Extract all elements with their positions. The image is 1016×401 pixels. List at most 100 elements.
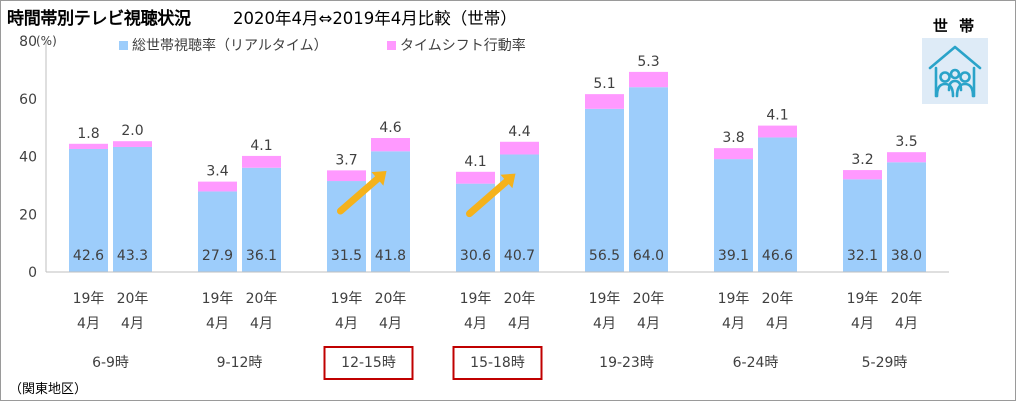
x-year-label: 20年 bbox=[762, 291, 794, 307]
x-month-label: 4月 bbox=[379, 316, 402, 332]
data-label-realtime: 41.8 bbox=[375, 248, 406, 264]
growth-arrow-shaft bbox=[466, 178, 510, 218]
data-label-realtime: 31.5 bbox=[331, 248, 362, 264]
x-month-label: 4月 bbox=[250, 316, 273, 332]
x-group-label: 19-23時 bbox=[599, 355, 654, 371]
data-label-realtime: 46.6 bbox=[762, 248, 793, 264]
data-label-timeshift: 4.1 bbox=[766, 108, 788, 124]
bar-timeshift bbox=[242, 155, 281, 168]
data-label-realtime: 43.3 bbox=[117, 248, 148, 264]
household-people-icon bbox=[922, 38, 988, 104]
x-group-label: 9-12時 bbox=[217, 355, 263, 371]
x-month-label: 4月 bbox=[593, 316, 616, 332]
bar-timeshift bbox=[500, 141, 539, 155]
data-label-timeshift: 4.1 bbox=[250, 138, 272, 154]
bar-timeshift bbox=[887, 152, 926, 163]
y-tick-label: 60 bbox=[19, 92, 37, 108]
data-label-timeshift: 5.1 bbox=[593, 76, 615, 92]
bar-timeshift bbox=[714, 148, 753, 160]
data-label-timeshift: 4.6 bbox=[379, 120, 401, 136]
bar-timeshift bbox=[69, 143, 108, 149]
household-badge-label: 世 帯 bbox=[932, 17, 978, 35]
bar-realtime bbox=[69, 148, 108, 272]
data-label-realtime: 38.0 bbox=[891, 248, 922, 264]
legend-label: タイムシフト行動率 bbox=[400, 37, 526, 54]
x-month-label: 4月 bbox=[851, 316, 874, 332]
bar-realtime bbox=[887, 162, 926, 272]
bar-timeshift bbox=[843, 170, 882, 180]
data-label-timeshift: 3.4 bbox=[206, 164, 228, 180]
x-year-label: 20年 bbox=[633, 291, 665, 307]
x-month-label: 4月 bbox=[508, 316, 531, 332]
x-year-label: 20年 bbox=[891, 291, 923, 307]
bar-timeshift bbox=[585, 94, 624, 109]
data-label-realtime: 27.9 bbox=[202, 248, 233, 264]
bar-timeshift bbox=[456, 171, 495, 184]
bar-realtime bbox=[714, 159, 753, 272]
x-year-label: 20年 bbox=[504, 291, 536, 307]
legend-swatch bbox=[119, 41, 128, 50]
data-label-realtime: 30.6 bbox=[460, 248, 491, 264]
growth-arrow-head bbox=[371, 171, 387, 186]
bar-realtime bbox=[371, 151, 410, 272]
bar-timeshift bbox=[327, 170, 366, 182]
growth-arrow-head bbox=[500, 173, 516, 189]
x-year-label: 19年 bbox=[589, 291, 621, 307]
bar-realtime bbox=[113, 146, 152, 272]
x-month-label: 4月 bbox=[766, 316, 789, 332]
bar-realtime bbox=[758, 137, 797, 272]
chart-title: 時間帯別テレビ視聴状況 bbox=[7, 9, 191, 29]
data-label-realtime: 64.0 bbox=[633, 248, 664, 264]
x-group-label: 15-18時 bbox=[470, 355, 525, 371]
x-year-label: 19年 bbox=[202, 291, 234, 307]
x-group-label: 5-29時 bbox=[862, 355, 908, 371]
x-group-label: 6-9時 bbox=[92, 355, 129, 371]
x-year-label: 20年 bbox=[246, 291, 278, 307]
bar-timeshift bbox=[113, 141, 152, 147]
growth-arrow-shaft bbox=[337, 175, 381, 215]
highlight-box bbox=[323, 346, 414, 380]
x-month-label: 4月 bbox=[206, 316, 229, 332]
bar-realtime bbox=[585, 108, 624, 272]
data-label-timeshift: 3.8 bbox=[722, 130, 744, 146]
y-tick-label: 20 bbox=[19, 207, 37, 223]
data-label-timeshift: 3.5 bbox=[895, 134, 917, 150]
data-label-timeshift: 2.0 bbox=[121, 123, 143, 139]
highlight-box bbox=[452, 346, 543, 380]
x-group-label: 6-24時 bbox=[733, 355, 779, 371]
bar-timeshift bbox=[758, 125, 797, 138]
bar-realtime bbox=[242, 167, 281, 272]
y-tick-label: 0 bbox=[28, 265, 37, 281]
data-label-timeshift: 5.3 bbox=[637, 54, 659, 70]
x-month-label: 4月 bbox=[464, 316, 487, 332]
legend-swatch bbox=[387, 41, 396, 50]
x-year-label: 19年 bbox=[331, 291, 363, 307]
region-note: （関東地区） bbox=[9, 382, 88, 397]
bar-realtime bbox=[500, 154, 539, 272]
x-year-label: 19年 bbox=[718, 291, 750, 307]
x-month-label: 4月 bbox=[895, 316, 918, 332]
x-year-label: 20年 bbox=[117, 291, 149, 307]
x-year-label: 19年 bbox=[460, 291, 492, 307]
data-label-realtime: 40.7 bbox=[504, 248, 535, 264]
y-tick-label: 40 bbox=[19, 150, 37, 166]
bar-timeshift bbox=[629, 71, 668, 88]
data-label-realtime: 36.1 bbox=[246, 248, 277, 264]
x-month-label: 4月 bbox=[335, 316, 358, 332]
data-label-realtime: 42.6 bbox=[73, 248, 104, 264]
x-year-label: 19年 bbox=[73, 291, 105, 307]
data-label-realtime: 39.1 bbox=[718, 248, 749, 264]
x-month-label: 4月 bbox=[722, 316, 745, 332]
legend-label: 総世帯視聴率（リアルタイム） bbox=[132, 37, 328, 54]
x-year-label: 19年 bbox=[847, 291, 879, 307]
bar-timeshift bbox=[198, 181, 237, 192]
data-label-timeshift: 1.8 bbox=[77, 126, 99, 142]
x-month-label: 4月 bbox=[121, 316, 144, 332]
bar-realtime bbox=[629, 87, 668, 272]
data-label-timeshift: 3.2 bbox=[851, 152, 873, 168]
data-label-timeshift: 3.7 bbox=[335, 152, 357, 168]
x-month-label: 4月 bbox=[637, 316, 660, 332]
bar-timeshift bbox=[371, 138, 410, 152]
